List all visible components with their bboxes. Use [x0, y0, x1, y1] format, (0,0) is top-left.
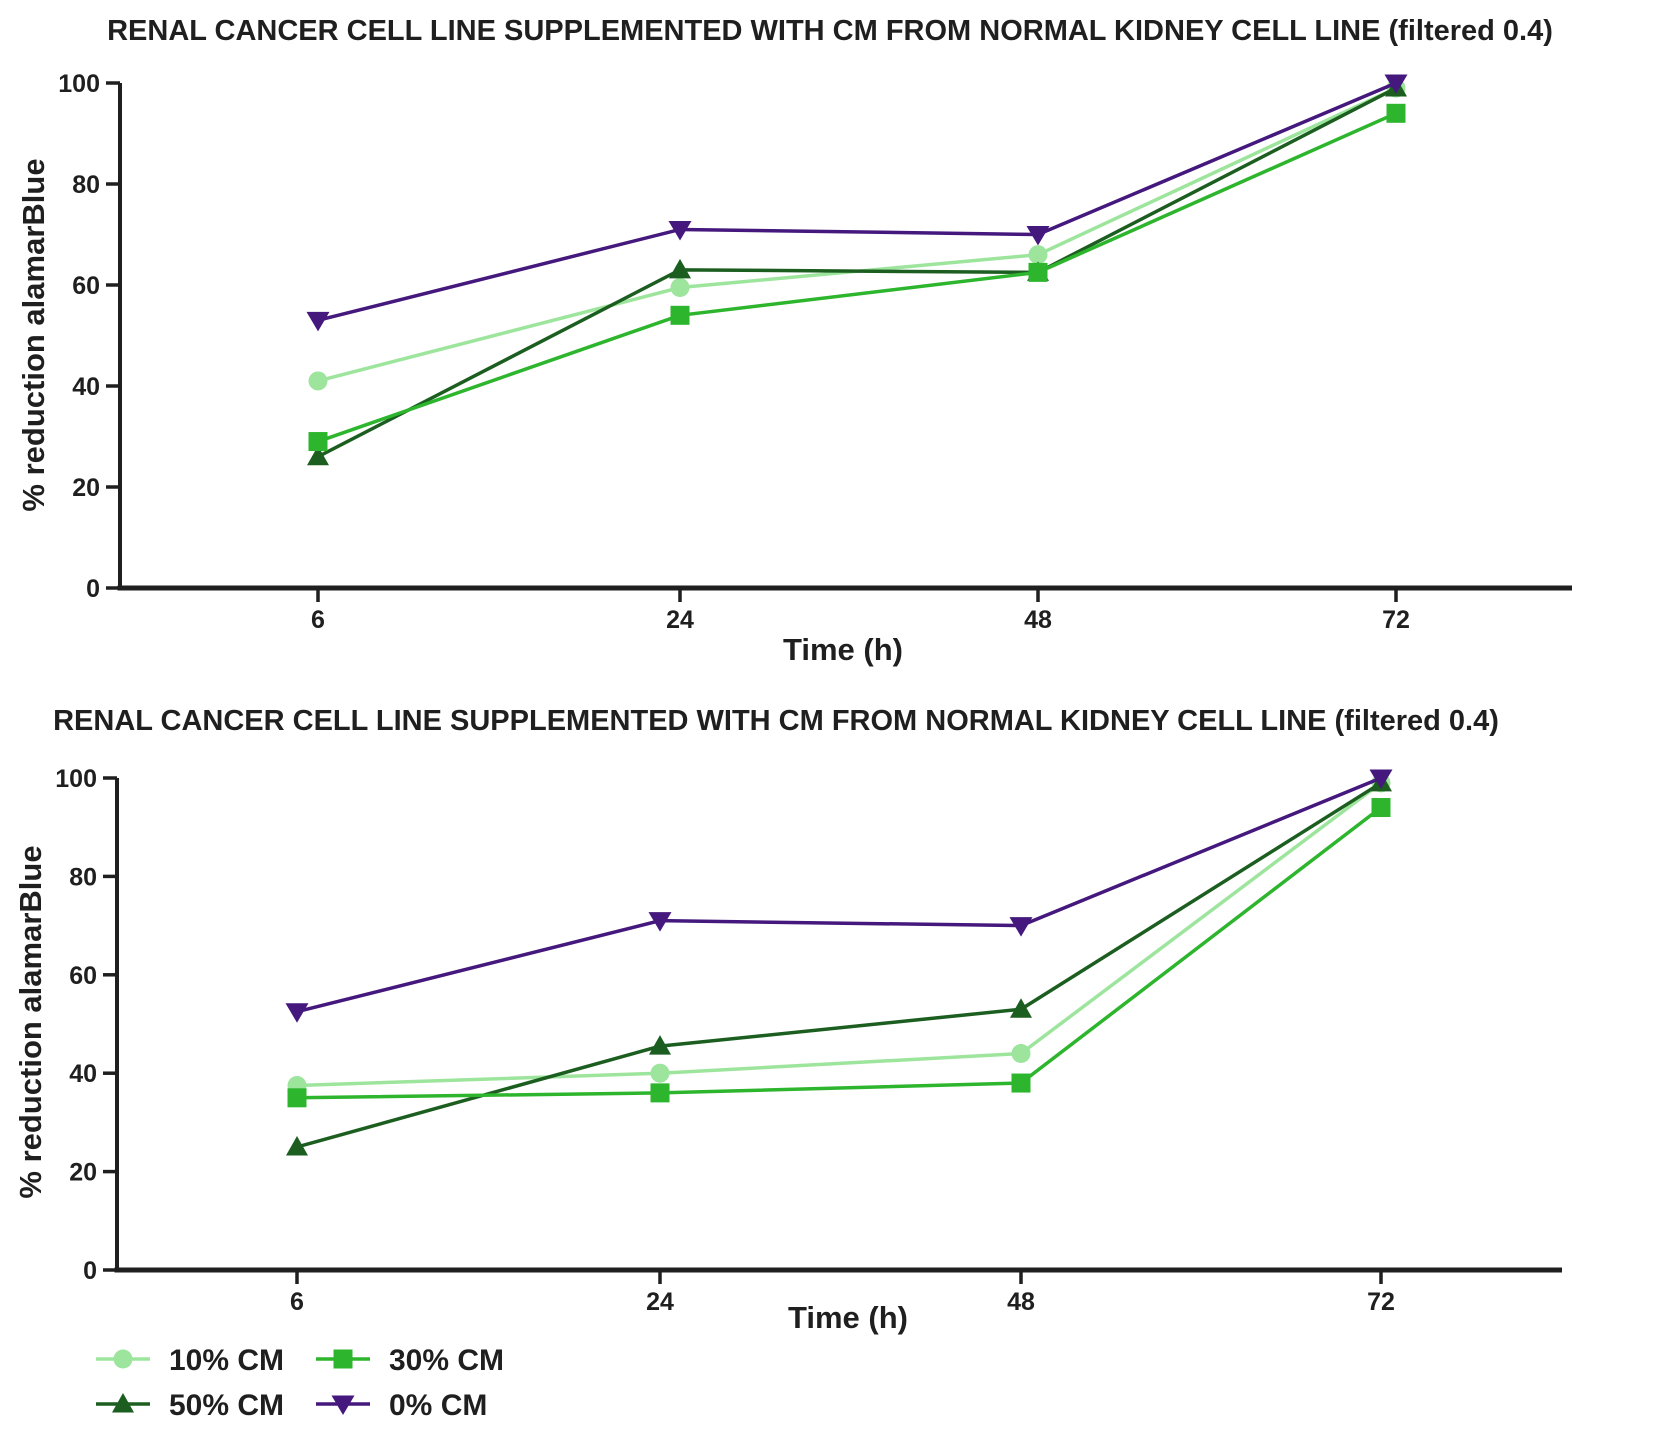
y-tick-label: 40 — [72, 373, 100, 401]
y-tick-label: 60 — [69, 962, 97, 990]
legend-triangle-down-icon — [331, 1395, 355, 1415]
legend-label: 30% CM — [389, 1344, 504, 1377]
legend-item-30-cm: 30% CM — [316, 1344, 504, 1377]
y-tick-label: 80 — [69, 863, 97, 891]
legend-item-0-cm: 0% CM — [316, 1389, 487, 1422]
marker-0-cm — [306, 311, 330, 332]
x-tick-label: 48 — [1007, 1288, 1035, 1316]
x-tick-label: 72 — [1367, 1288, 1395, 1316]
legend-square-icon — [333, 1349, 353, 1369]
y-tick-label: 60 — [72, 272, 100, 300]
y-tick-label: 100 — [55, 765, 97, 793]
chart-title: RENAL CANCER CELL LINE SUPPLEMENTED WITH… — [53, 705, 1499, 737]
marker-50-cm — [649, 1035, 671, 1055]
marker-30-cm — [308, 432, 328, 452]
y-tick-label: 100 — [58, 70, 100, 98]
marker-30-cm — [1371, 798, 1391, 818]
marker-30-cm — [1386, 103, 1406, 123]
marker-0-cm — [648, 912, 672, 932]
marker-10-cm — [1028, 245, 1048, 265]
marker-50-cm — [286, 1136, 308, 1156]
legend-label: 50% CM — [169, 1389, 284, 1422]
y-tick-label: 20 — [72, 474, 100, 502]
y-tick-label: 20 — [69, 1159, 97, 1187]
chart-title: RENAL CANCER CELL LINE SUPPLEMENTED WITH… — [107, 15, 1553, 47]
marker-0-cm — [1369, 769, 1393, 789]
series-line-0-cm — [296, 776, 1382, 1014]
marker-10-cm — [308, 371, 328, 391]
legend: 10% CM 30% CM 50% CM 0% CM — [96, 1344, 504, 1422]
chart-top: RENAL CANCER CELL LINE SUPPLEMENTED WITH… — [16, 15, 1572, 667]
legend-triangle-up-icon — [112, 1393, 134, 1413]
marker-50-cm — [307, 445, 329, 466]
x-tick-label: 24 — [646, 1288, 674, 1316]
x-axis-label: Time (h) — [788, 1300, 908, 1335]
legend-label: 0% CM — [389, 1389, 487, 1422]
series-line-30-cm — [317, 111, 1397, 444]
series-line-30-cm — [296, 806, 1383, 1100]
marker-0-cm — [1009, 917, 1033, 937]
marker-0-cm — [285, 1003, 309, 1023]
x-tick-label: 72 — [1382, 606, 1410, 634]
x-tick-label: 48 — [1024, 606, 1052, 634]
series-line-10-cm — [296, 781, 1383, 1088]
series-line-50-cm — [317, 86, 1397, 459]
marker-0-cm — [1026, 226, 1050, 246]
marker-30-cm — [670, 305, 690, 325]
chart-bottom: RENAL CANCER CELL LINE SUPPLEMENTED WITH… — [13, 705, 1562, 1335]
marker-10-cm — [1011, 1044, 1031, 1064]
plot-area: 0 20 40 60 80 100 6 24 48 72 — [55, 765, 1562, 1316]
series-line-0-cm — [317, 81, 1397, 323]
y-tick-label: 40 — [69, 1060, 97, 1088]
series-line-50-cm — [296, 781, 1382, 1149]
x-tick-label: 6 — [290, 1288, 304, 1316]
x-tick-label: 6 — [311, 606, 325, 634]
marker-0-cm — [668, 220, 692, 241]
y-axis-label: % reduction alamarBlue — [13, 845, 48, 1198]
marker-30-cm — [650, 1083, 670, 1103]
marker-0-cm — [1384, 74, 1408, 94]
marker-50-cm — [1010, 998, 1032, 1018]
legend-item-50-cm: 50% CM — [96, 1389, 284, 1422]
series-line-10-cm — [317, 86, 1397, 383]
marker-10-cm — [670, 278, 690, 298]
legend-item-10-cm: 10% CM — [96, 1344, 284, 1377]
marker-30-cm — [1028, 262, 1048, 282]
plot-area: 0 20 40 60 80 100 6 24 48 72 — [58, 70, 1572, 634]
y-tick-label: 0 — [86, 575, 100, 603]
x-tick-label: 24 — [666, 606, 694, 634]
marker-10-cm — [650, 1063, 670, 1083]
x-axis-label: Time (h) — [783, 632, 903, 667]
y-tick-label: 80 — [72, 171, 100, 199]
y-axis-label: % reduction alamarBlue — [16, 158, 51, 511]
legend-label: 10% CM — [169, 1344, 284, 1377]
legend-circle-icon — [113, 1349, 133, 1369]
marker-30-cm — [1011, 1073, 1031, 1093]
y-tick-label: 0 — [83, 1257, 97, 1285]
marker-50-cm — [669, 258, 691, 279]
marker-30-cm — [287, 1088, 307, 1108]
